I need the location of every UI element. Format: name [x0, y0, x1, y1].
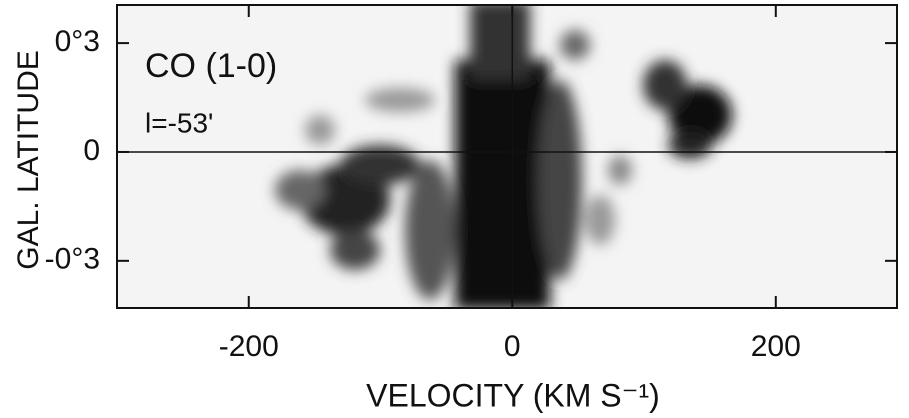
x-tick-label: 0: [504, 330, 521, 363]
annotation: l=-53': [145, 107, 213, 138]
emission-map: [275, 5, 732, 308]
y-tick-label: 0: [83, 134, 100, 167]
annotation: CO (1-0): [145, 47, 277, 85]
x-tick-label: 200: [751, 330, 801, 363]
plot-frame: [116, 4, 898, 309]
x-tick-label: -200: [219, 330, 279, 363]
y-tick-label: -0°3: [45, 243, 100, 276]
x-axis-label: VELOCITY (KM S⁻¹): [366, 377, 660, 413]
y-axis-label: GAL. LATITUDE: [12, 50, 45, 270]
y-tick-label: 0°3: [55, 25, 100, 58]
